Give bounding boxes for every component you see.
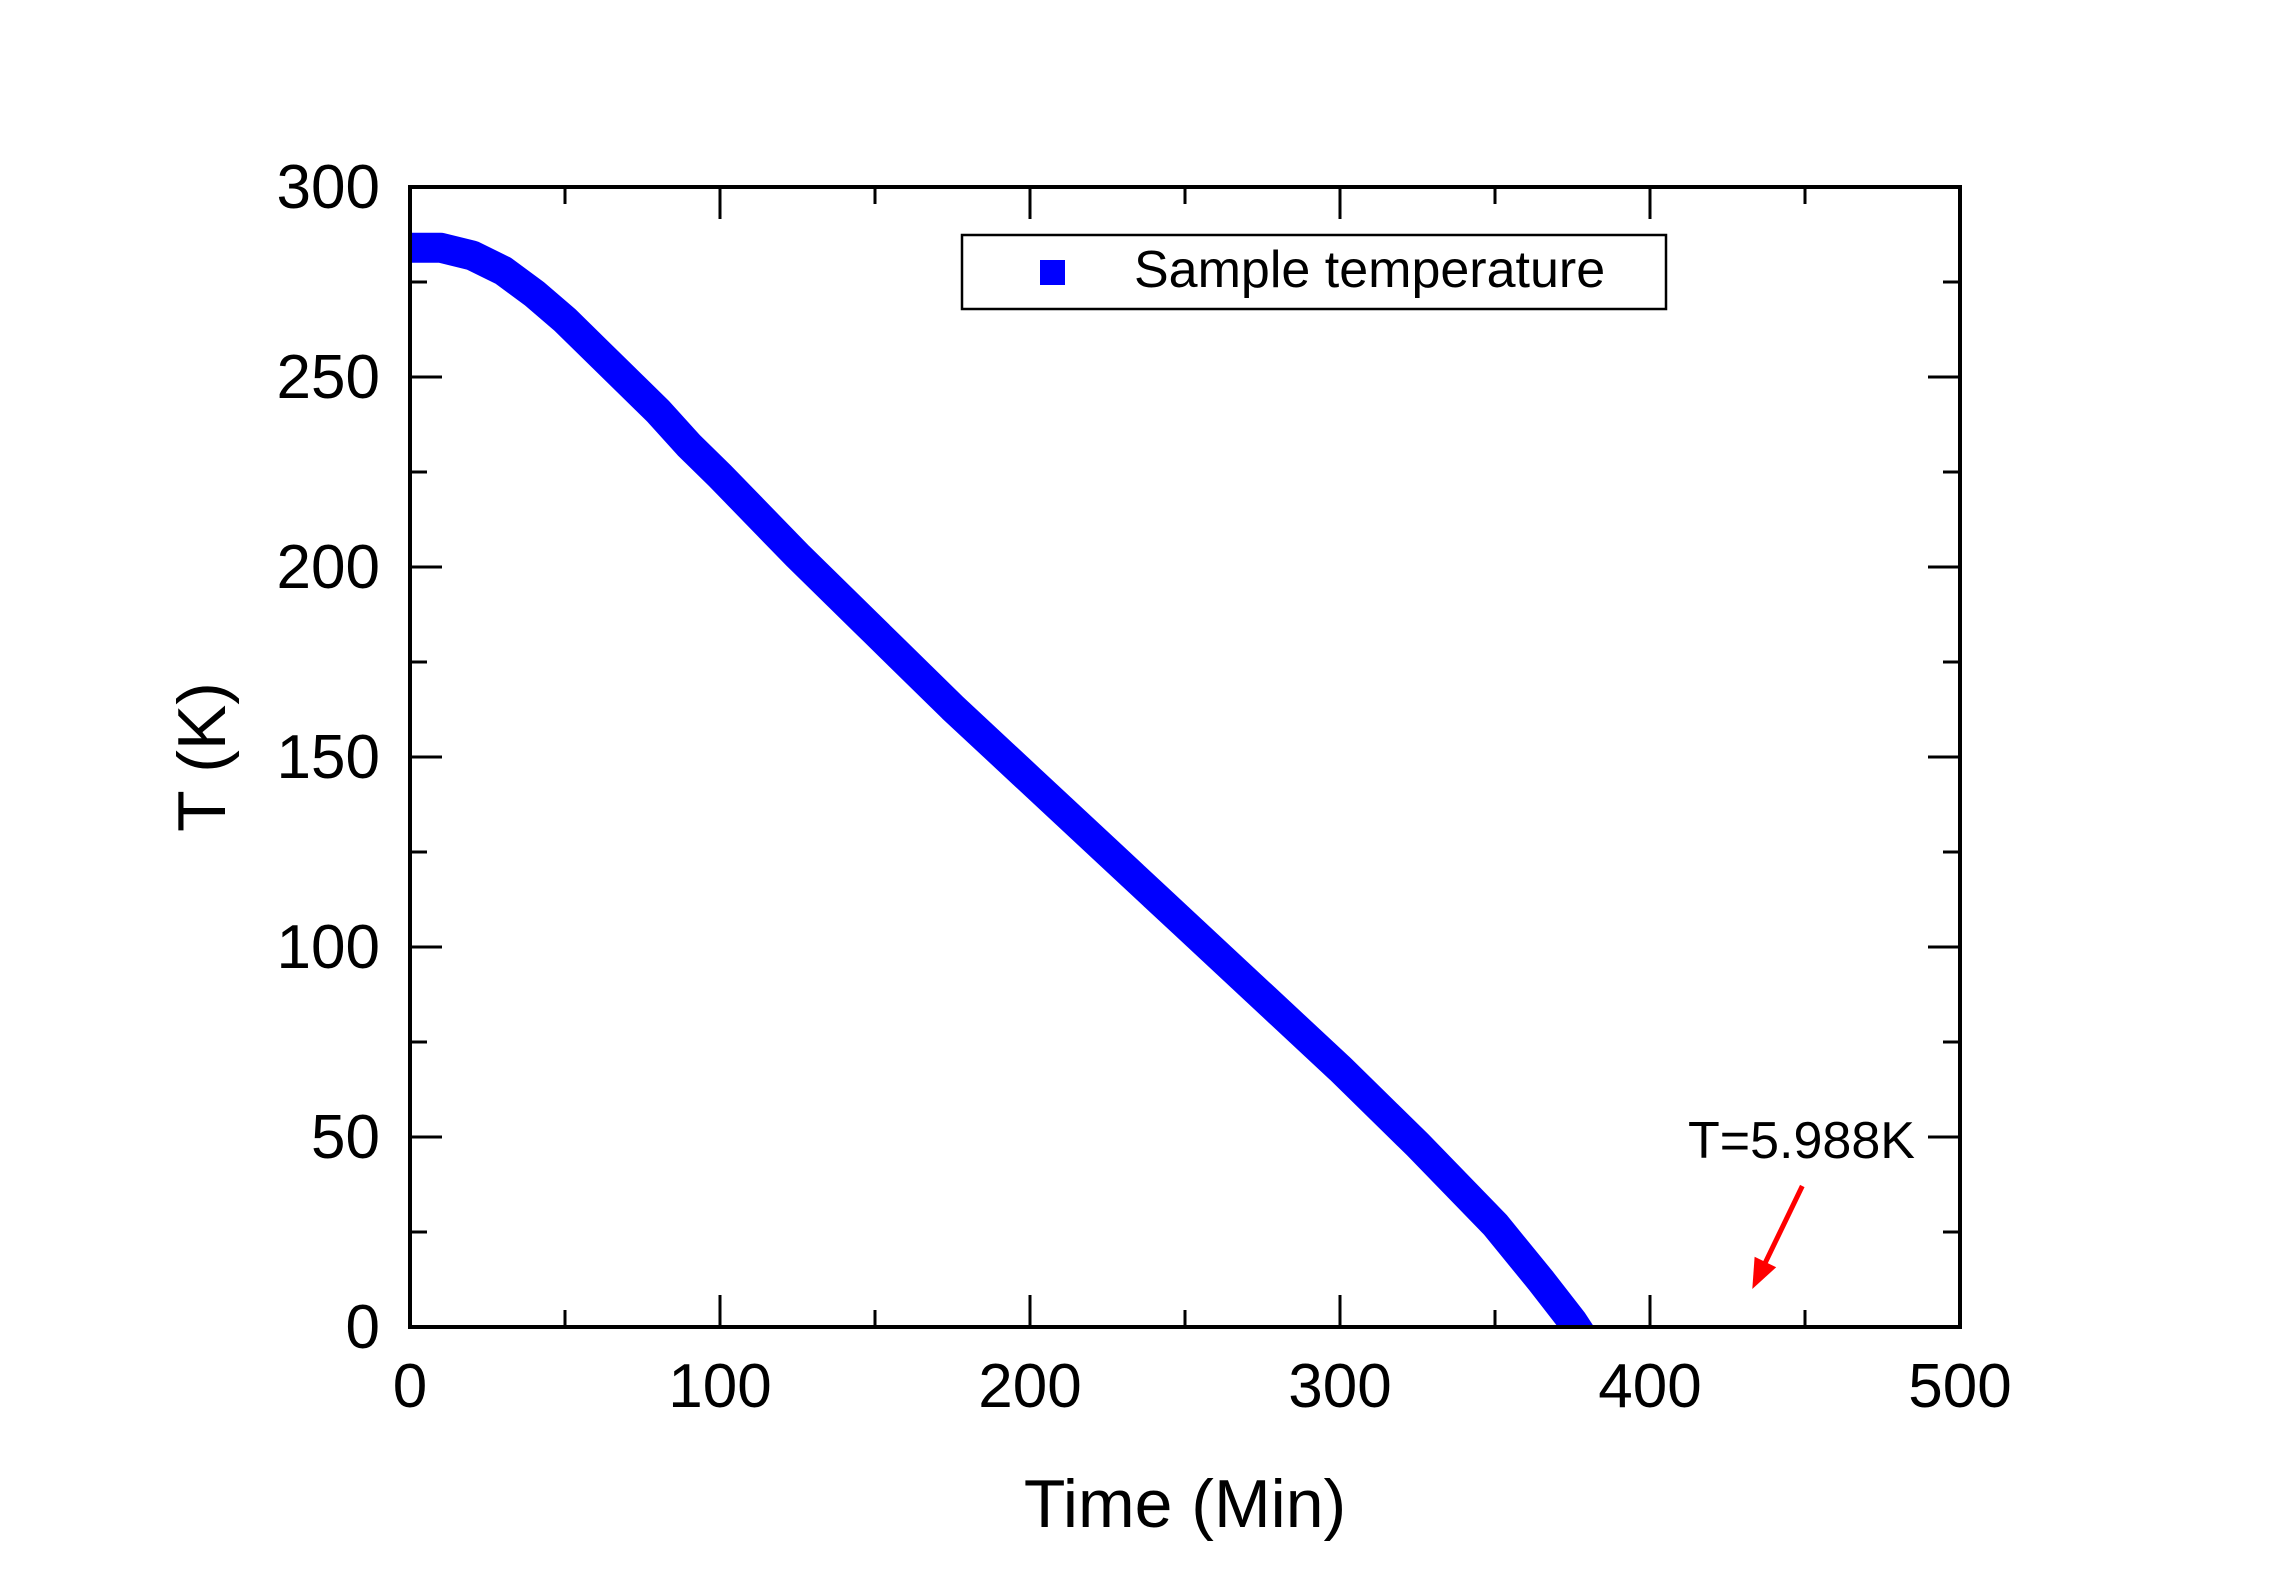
annotations: T=5.988K: [1688, 1112, 1915, 1289]
annotation-label: T=5.988K: [1688, 1112, 1915, 1170]
y-tick-label: 0: [346, 1293, 380, 1362]
y-axis-label: T (K): [164, 682, 240, 832]
y-tick-label: 300: [277, 153, 380, 222]
y-tick-label: 150: [277, 723, 380, 792]
y-tick-label: 50: [311, 1103, 380, 1172]
x-tick-label: 300: [1288, 1352, 1391, 1421]
y-tick-label: 200: [277, 533, 380, 602]
x-tick-label: 100: [668, 1352, 771, 1421]
annotation-arrow-shaft: [1758, 1184, 1805, 1275]
legend-marker-square: [1040, 260, 1065, 285]
x-tick-label: 400: [1598, 1352, 1701, 1421]
x-tick-label: 500: [1908, 1352, 2011, 1421]
x-tick-label: 200: [978, 1352, 1081, 1421]
legend: Sample temperature: [960, 233, 1668, 311]
annotation-arrow-head: [1752, 1256, 1777, 1289]
y-tick-label: 250: [277, 343, 380, 412]
x-axis-label: Time (Min): [1024, 1466, 1346, 1542]
y-axis: 0 50 100 150 200 250 300 T (K): [164, 153, 1960, 1362]
legend-box: [960, 233, 1668, 311]
series-line-0: [410, 232, 1595, 1327]
x-axis: 0 100 200 300 400 500 Time (Min): [393, 187, 2012, 1542]
x-tick-label: 0: [393, 1352, 427, 1421]
legend-label: Sample temperature: [1134, 241, 1605, 299]
y-tick-label: 100: [277, 913, 380, 982]
